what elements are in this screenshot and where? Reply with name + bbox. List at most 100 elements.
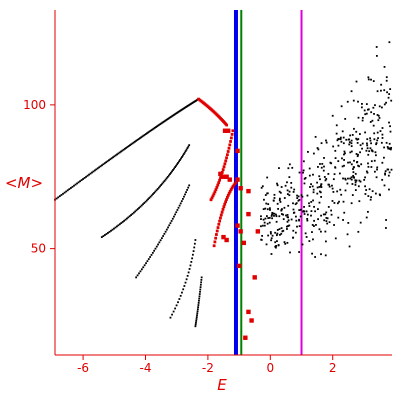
black-point [366,142,368,145]
black-point [266,222,269,225]
black-point [138,137,141,140]
black-point [383,184,386,187]
black-point [269,209,271,211]
x-tick-label: -4 [140,361,152,375]
black-point [150,129,153,132]
black-point [136,139,139,141]
red-point [224,159,228,163]
black-point [381,106,383,109]
black-point [350,145,353,148]
red-point [230,186,234,190]
black-point [280,209,283,212]
black-point [199,290,201,293]
black-point [299,215,302,218]
black-point [172,310,175,313]
black-point [266,192,269,195]
black-point [368,150,371,153]
black-point [352,174,355,177]
red-point [211,194,215,198]
black-point [154,247,157,250]
black-point [318,190,321,193]
red-point [216,226,220,229]
black-point [288,224,291,227]
black-point [341,157,343,160]
black-point [344,189,347,192]
black-point [361,102,363,105]
black-point [327,206,330,208]
black-point [194,239,197,241]
black-point [388,188,390,191]
black-point [292,202,294,205]
black-point [347,177,349,180]
red-point [227,191,231,195]
black-point [122,148,125,151]
black-point [183,195,185,198]
red-point [246,211,251,217]
black-point [372,124,375,127]
black-point [198,295,201,298]
black-point [328,221,331,224]
red-point [227,177,232,182]
black-point [308,240,311,242]
black-point [300,194,303,197]
black-point [356,141,359,144]
black-point [347,221,350,224]
black-point [303,182,306,185]
black-point [195,321,197,324]
black-point [328,185,331,188]
black-point [276,202,279,205]
black-point [373,170,376,173]
black-point [171,114,174,117]
black-point [297,195,300,198]
black-point [357,153,359,156]
black-point [365,189,368,191]
black-point [280,186,283,188]
black-point [361,147,363,150]
black-point [276,240,278,243]
red-point [226,150,230,153]
black-point [269,231,272,233]
black-point [313,205,315,208]
black-point [167,174,170,177]
black-point [344,177,347,180]
black-point [267,234,270,237]
black-point [314,256,317,258]
black-point [367,165,370,168]
black-point [361,116,364,119]
x-tick-label: 0 [266,361,274,375]
black-point [375,46,378,48]
black-point [126,146,129,148]
black-point [374,151,377,154]
black-point [376,166,379,169]
black-point [376,168,378,171]
black-point [274,231,277,234]
black-point [352,99,355,102]
black-point [99,165,102,168]
black-point [149,256,152,258]
black-point [66,189,69,192]
black-point [304,232,307,235]
black-point [138,272,140,275]
black-point [279,201,282,203]
red-point [219,176,222,180]
black-point [193,246,196,249]
black-point [141,135,144,138]
black-point [313,219,316,222]
tick-labels: -6 -4 -2 0 2 50 100 [23,98,336,375]
black-point [55,197,58,200]
black-point [181,198,184,200]
black-point [93,169,96,172]
black-point [312,188,315,191]
black-point [336,139,339,142]
black-point [331,187,334,190]
red-point [224,200,228,204]
red-point [225,123,229,127]
black-point [298,199,301,201]
black-point [108,159,110,162]
black-point [117,152,120,155]
black-point [270,215,273,217]
black-point [196,310,199,313]
black-point [365,103,368,105]
black-point [349,151,352,154]
black-point [308,167,311,170]
